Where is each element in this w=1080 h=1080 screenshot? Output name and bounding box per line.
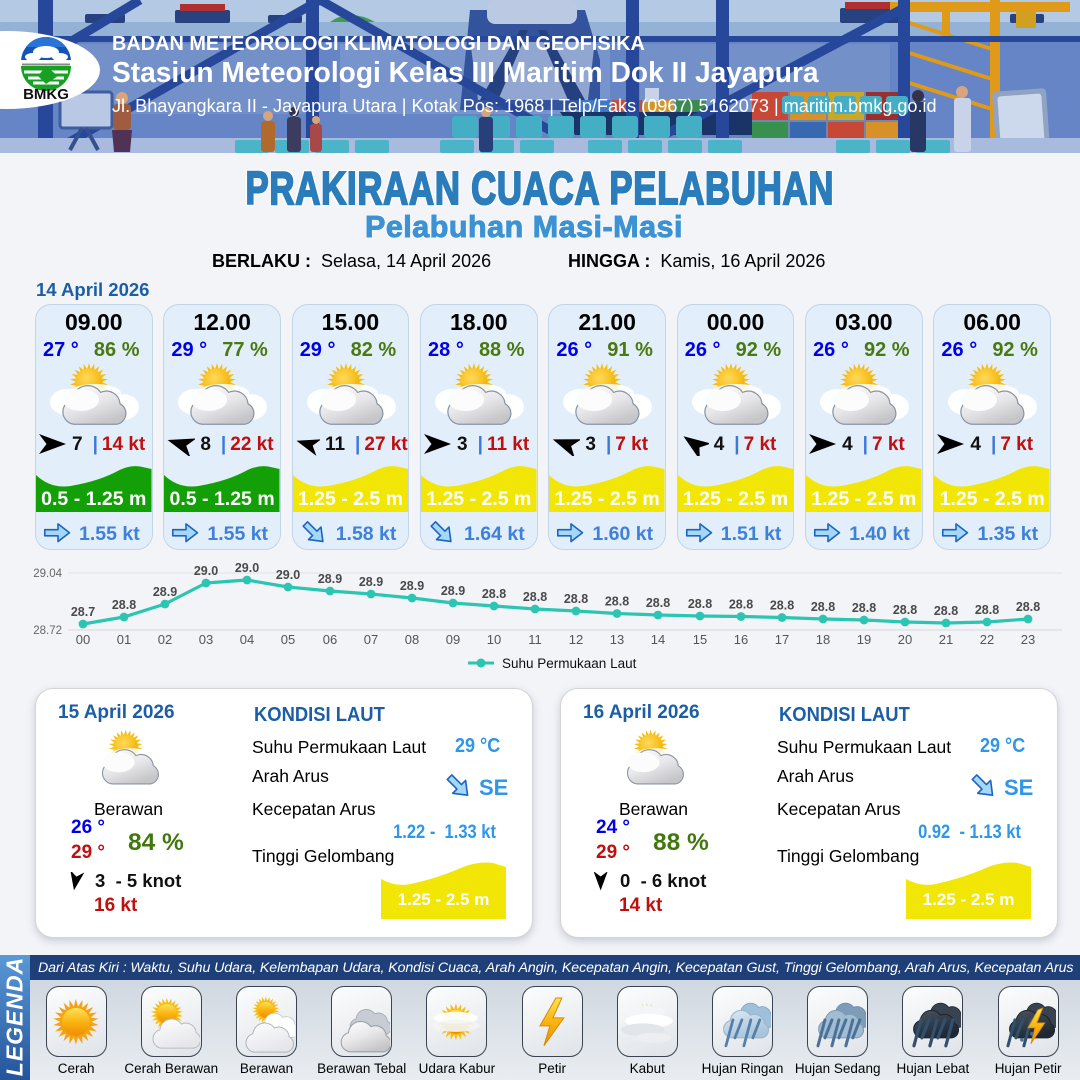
- svg-text:12: 12: [569, 632, 583, 647]
- svg-text:28.9: 28.9: [359, 575, 383, 589]
- svg-text:Suhu Permukaan Laut: Suhu Permukaan Laut: [502, 656, 637, 671]
- svg-text:03: 03: [199, 632, 213, 647]
- svg-text:11: 11: [528, 632, 542, 647]
- svg-text:28.8: 28.8: [482, 587, 506, 601]
- svg-text:28.8: 28.8: [852, 601, 876, 615]
- svg-text:28.8: 28.8: [729, 598, 753, 612]
- svg-text:23: 23: [1021, 632, 1035, 647]
- svg-text:21: 21: [939, 632, 953, 647]
- svg-text:28.8: 28.8: [688, 597, 712, 611]
- svg-text:28.9: 28.9: [153, 585, 177, 599]
- svg-text:15: 15: [693, 632, 707, 647]
- svg-text:28.9: 28.9: [441, 584, 465, 598]
- svg-text:04: 04: [240, 632, 254, 647]
- svg-text:28.8: 28.8: [893, 603, 917, 617]
- svg-text:18: 18: [816, 632, 830, 647]
- svg-text:BMKG: BMKG: [23, 86, 69, 103]
- svg-text:28.8: 28.8: [975, 603, 999, 617]
- svg-text:28.72: 28.72: [33, 625, 62, 637]
- svg-text:09: 09: [446, 632, 460, 647]
- svg-text:00: 00: [76, 632, 90, 647]
- svg-text:28.8: 28.8: [605, 595, 629, 609]
- svg-text:02: 02: [158, 632, 172, 647]
- svg-text:28.8: 28.8: [112, 598, 136, 612]
- svg-text:29.0: 29.0: [276, 568, 300, 582]
- svg-text:29.0: 29.0: [194, 564, 218, 578]
- svg-text:01: 01: [117, 632, 131, 647]
- svg-text:28.9: 28.9: [400, 579, 424, 593]
- svg-text:05: 05: [281, 632, 295, 647]
- svg-text:22: 22: [980, 632, 994, 647]
- svg-text:10: 10: [487, 632, 501, 647]
- svg-text:28.8: 28.8: [564, 592, 588, 606]
- svg-text:28.8: 28.8: [1016, 600, 1040, 614]
- svg-text:28.7: 28.7: [71, 605, 95, 619]
- svg-text:17: 17: [775, 632, 789, 647]
- svg-text:19: 19: [857, 632, 871, 647]
- svg-text:14: 14: [651, 632, 665, 647]
- svg-text:08: 08: [405, 632, 419, 647]
- svg-text:28.8: 28.8: [811, 600, 835, 614]
- svg-text:28.8: 28.8: [523, 590, 547, 604]
- svg-text:13: 13: [610, 632, 624, 647]
- svg-text:28.8: 28.8: [770, 599, 794, 613]
- svg-text:29.0: 29.0: [235, 561, 259, 575]
- svg-text:20: 20: [898, 632, 912, 647]
- svg-text:16: 16: [734, 632, 748, 647]
- svg-text:06: 06: [323, 632, 337, 647]
- svg-text:28.8: 28.8: [934, 604, 958, 618]
- svg-text:29.04: 29.04: [33, 568, 62, 580]
- svg-text:07: 07: [364, 632, 378, 647]
- svg-text:28.9: 28.9: [318, 572, 342, 586]
- svg-text:28.8: 28.8: [646, 596, 670, 610]
